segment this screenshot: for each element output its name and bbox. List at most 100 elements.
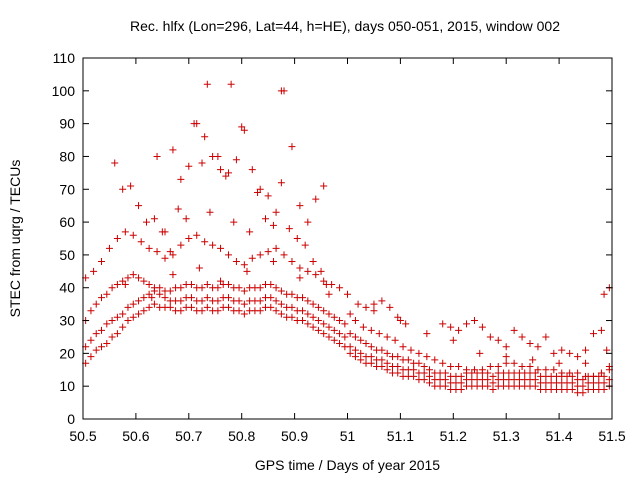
y-tick-label: 30	[59, 313, 75, 329]
data-point	[502, 359, 510, 367]
data-point	[198, 284, 206, 292]
data-point	[119, 185, 127, 193]
data-point	[272, 284, 280, 292]
data-point	[169, 271, 177, 279]
data-point	[103, 320, 111, 328]
data-point	[542, 366, 550, 374]
plot-frame	[82, 57, 613, 420]
data-point	[108, 333, 116, 341]
data-point	[534, 343, 542, 351]
data-point	[359, 323, 367, 331]
data-point	[285, 225, 293, 233]
data-point	[87, 336, 95, 344]
data-point	[425, 379, 433, 387]
data-point	[420, 369, 428, 377]
data-point	[201, 238, 209, 246]
data-point	[296, 202, 304, 210]
data-point	[166, 248, 174, 256]
data-point	[600, 385, 608, 393]
data-point	[129, 271, 137, 279]
x-tick-label: 51.2	[440, 428, 467, 444]
data-point	[129, 300, 137, 308]
data-point	[267, 294, 275, 302]
data-point	[370, 307, 378, 315]
data-point	[597, 369, 605, 377]
data-point	[336, 340, 344, 348]
data-point	[558, 369, 566, 377]
data-point	[357, 336, 365, 344]
data-point	[455, 362, 463, 370]
data-point	[240, 310, 248, 318]
data-point	[140, 307, 148, 315]
data-point	[113, 313, 121, 321]
data-point	[320, 182, 328, 190]
data-point	[177, 175, 185, 183]
data-point	[256, 185, 264, 193]
data-point	[484, 369, 492, 377]
data-point	[346, 310, 354, 318]
data-point	[441, 382, 449, 390]
data-point	[224, 169, 232, 177]
data-point	[455, 326, 463, 334]
y-tick-label: 80	[59, 148, 75, 164]
data-point	[262, 215, 270, 223]
data-point	[476, 349, 484, 357]
x-axis-label: GPS time / Days of year 2015	[255, 457, 440, 473]
data-point	[272, 208, 280, 216]
data-point	[267, 280, 275, 288]
data-point	[145, 280, 153, 288]
data-point	[113, 235, 121, 242]
data-point	[367, 343, 375, 351]
data-point	[288, 303, 296, 311]
data-point	[119, 323, 127, 331]
data-point	[489, 372, 497, 380]
data-point	[224, 251, 232, 259]
data-point	[193, 120, 201, 128]
data-point	[169, 146, 177, 154]
data-point	[248, 166, 256, 174]
data-point	[439, 359, 447, 367]
data-point	[264, 192, 272, 200]
data-point	[320, 320, 328, 328]
data-point	[269, 257, 277, 265]
data-point	[489, 385, 497, 393]
data-point	[277, 87, 285, 95]
data-point	[336, 330, 344, 338]
data-point	[457, 379, 465, 387]
data-point	[314, 326, 322, 334]
x-tick-label: 50.8	[228, 428, 255, 444]
data-point	[441, 369, 449, 377]
data-point	[494, 362, 502, 370]
data-point	[304, 297, 312, 305]
data-point	[177, 307, 185, 315]
data-point	[121, 228, 129, 236]
data-point	[296, 274, 304, 282]
data-point	[187, 303, 195, 311]
data-point	[121, 280, 129, 288]
data-point	[346, 349, 354, 357]
data-point	[420, 362, 428, 370]
data-point	[304, 267, 312, 275]
data-point	[217, 277, 225, 285]
data-point	[351, 353, 359, 361]
data-point	[312, 195, 320, 203]
data-point	[367, 353, 375, 361]
data-point	[92, 300, 100, 308]
data-point	[402, 320, 410, 328]
data-point	[550, 366, 558, 374]
data-point	[235, 284, 243, 292]
y-axis-label: STEC from uqrg / TECUs	[7, 160, 23, 318]
data-point	[378, 356, 386, 364]
y-tick-label: 20	[59, 345, 75, 361]
data-point	[383, 359, 391, 367]
data-point	[486, 362, 494, 370]
data-point	[447, 323, 455, 331]
data-point	[235, 307, 243, 315]
data-point	[108, 284, 116, 292]
data-point	[396, 317, 404, 325]
data-point	[111, 159, 119, 167]
data-point	[288, 290, 296, 298]
data-point	[375, 330, 383, 338]
